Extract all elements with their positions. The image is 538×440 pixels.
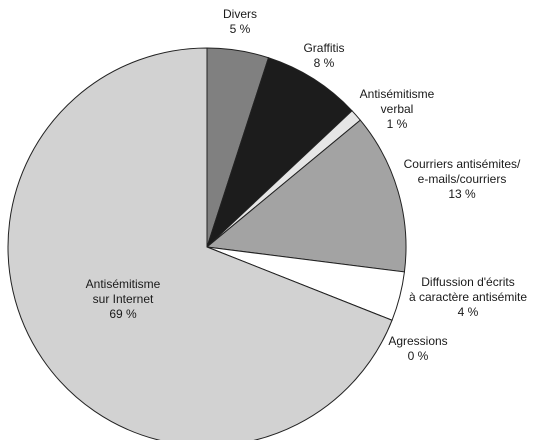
pie-slices	[7, 47, 407, 440]
pie-slice-label-5: Agressions 0 %	[388, 334, 447, 363]
pie-slice-3	[205, 119, 407, 273]
pie-slice-label-line: Antisémitisme	[360, 87, 435, 101]
pie-slice-label-3: Courriers antisémites/e-mails/courriers 1…	[404, 157, 521, 201]
pie-slice-label-0: Divers 5 %	[223, 7, 257, 36]
pie-slice-label-line: 4 %	[458, 305, 479, 319]
pie-slice-label-line: e-mails/courriers	[418, 172, 507, 186]
pie-slice-label-line: 8 %	[314, 56, 335, 70]
pie-slice-label-line: sur Internet	[93, 292, 154, 306]
pie-slice-label-line: Courriers antisémites/	[404, 157, 521, 171]
pie-slice-label-line: à caractère antisémite	[409, 290, 527, 304]
pie-slice-label-line: 5 %	[230, 22, 251, 36]
pie-slice-label-line: 69 %	[109, 307, 137, 321]
pie-slice-label-line: verbal	[381, 102, 414, 116]
pie-slice-6	[7, 47, 393, 440]
pie-slice-label-line: Graffitis	[303, 41, 344, 55]
pie-slice-label-2: Antisémitisme verbal 1 %	[360, 87, 435, 131]
pie-slice-label-6: Antisémitisme sur Internet 69 %	[86, 277, 161, 321]
pie-slice-label-line: 13 %	[448, 187, 476, 201]
pie-slice-label-line: Diffussion d'écrits	[421, 275, 514, 289]
pie-slice-label-line: 0 %	[408, 349, 429, 363]
pie-labels: Divers 5 %Graffitis 8 %Antisémitisme verbal…	[86, 7, 528, 363]
pie-slice-label-line: 1 %	[387, 117, 408, 131]
pie-slice-label-line: Divers	[223, 7, 257, 21]
pie-slice-label-line: Antisémitisme	[86, 277, 161, 291]
pie-slice-label-1: Graffitis 8 %	[303, 41, 344, 70]
pie-slice-label-line: Agressions	[388, 334, 447, 348]
pie-slice-1	[206, 57, 353, 248]
pie-slice-label-4: Diffussion d'écrits à caractère antisémit…	[409, 275, 527, 319]
